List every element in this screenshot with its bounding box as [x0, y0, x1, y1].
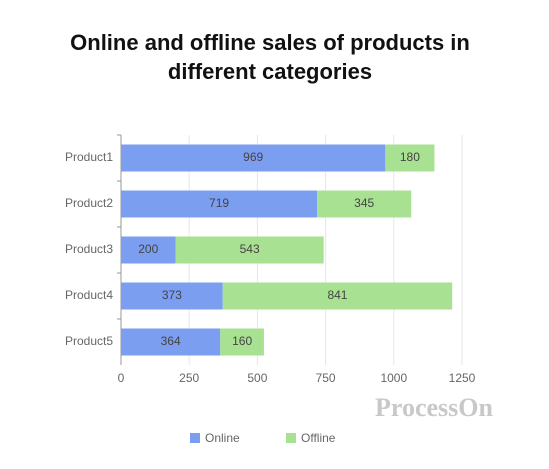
- chart-title: Online and offline sales of products in …: [70, 30, 470, 84]
- bar: [220, 328, 264, 356]
- data-label: 180: [400, 150, 420, 164]
- data-label: 969: [243, 150, 263, 164]
- data-label: 841: [327, 288, 347, 302]
- bar: [121, 236, 176, 264]
- legend-marker: [190, 433, 200, 443]
- legend-label: Offline: [301, 431, 336, 445]
- x-tick-label: 500: [247, 371, 267, 385]
- bar: [121, 282, 223, 310]
- y-tick-label: Product5: [65, 334, 113, 348]
- data-label: 160: [232, 334, 252, 348]
- y-tick-label: Product1: [65, 150, 113, 164]
- x-tick-label: 0: [118, 371, 125, 385]
- bar: [121, 144, 386, 172]
- data-label: 200: [138, 242, 158, 256]
- y-tick-label: Product3: [65, 242, 113, 256]
- watermark: ProcessOn: [375, 393, 493, 422]
- x-tick-label: 1000: [380, 371, 407, 385]
- data-label: 719: [209, 196, 229, 210]
- legend-label: Online: [205, 431, 240, 445]
- x-tick-label: 1250: [449, 371, 476, 385]
- bar: [175, 236, 324, 264]
- y-tick-label: Product2: [65, 196, 113, 210]
- data-label: 543: [240, 242, 260, 256]
- legend-marker: [286, 433, 296, 443]
- data-label: 345: [354, 196, 374, 210]
- bar: [385, 144, 435, 172]
- bar: [121, 328, 221, 356]
- data-label: 373: [162, 288, 182, 302]
- y-tick-label: Product4: [65, 288, 113, 302]
- bar: [317, 190, 412, 218]
- bar: [121, 190, 318, 218]
- x-tick-label: 250: [179, 371, 199, 385]
- data-label: 364: [161, 334, 181, 348]
- x-tick-label: 750: [316, 371, 336, 385]
- bar: [222, 282, 453, 310]
